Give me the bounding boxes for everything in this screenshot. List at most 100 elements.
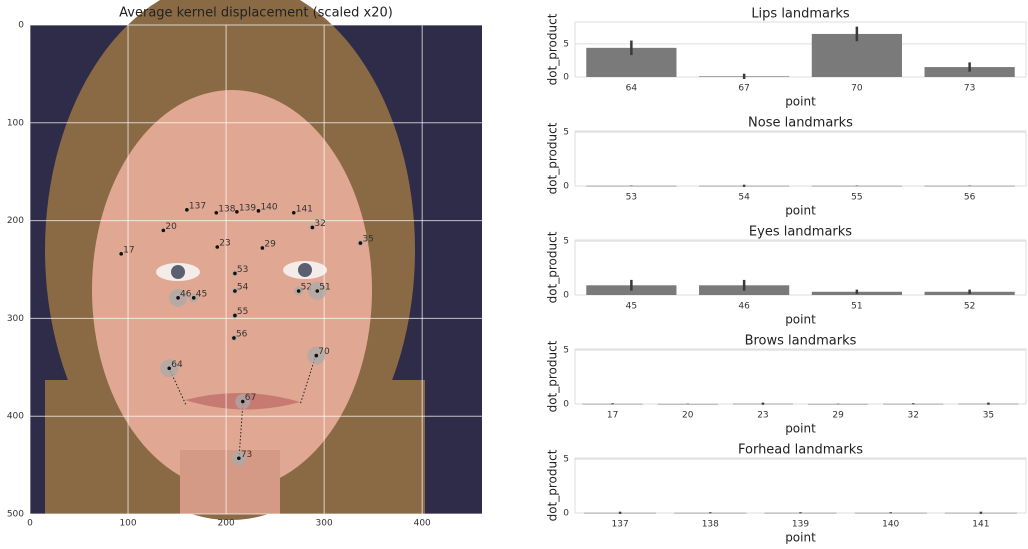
x-tick-label: 400 xyxy=(414,519,431,529)
landmark-label: 67 xyxy=(245,393,256,403)
y-tick-label: 0 xyxy=(563,400,569,410)
landmark-point xyxy=(260,246,265,250)
x-tick-label: 140 xyxy=(882,520,899,530)
landmark-point xyxy=(233,313,237,318)
y-tick-label: 5 xyxy=(563,39,569,49)
landmark-label: 52 xyxy=(301,283,312,293)
x-tick-label: 56 xyxy=(964,193,976,203)
bar xyxy=(811,185,902,187)
x-tick-label: 64 xyxy=(626,84,638,94)
landmark-point xyxy=(215,245,220,249)
landmark-label: 46 xyxy=(180,289,192,299)
y-axis-label: dot_product xyxy=(546,340,560,412)
landmark-label: 56 xyxy=(236,329,248,339)
x-axis-label: point xyxy=(785,313,816,327)
landmark-point xyxy=(233,289,237,293)
x-tick-label: 54 xyxy=(738,193,750,203)
landmark-point xyxy=(315,289,320,293)
x-tick-label: 67 xyxy=(738,84,749,94)
chart-title: Brows landmarks xyxy=(745,334,857,349)
displacement-lines xyxy=(168,354,317,459)
x-tick-label: 29 xyxy=(832,411,844,421)
landmark-point xyxy=(314,353,319,358)
landmark-point xyxy=(191,296,196,300)
y-tick-label: 0 xyxy=(563,182,569,192)
landmark-label: 29 xyxy=(264,239,276,249)
landmark-point xyxy=(310,225,315,230)
landmark-point xyxy=(291,210,296,215)
landmark-label: 141 xyxy=(296,204,313,214)
y-axis-label: dot_product xyxy=(546,231,560,303)
y-axis-label: dot_product xyxy=(546,449,560,521)
landmark-label: 139 xyxy=(239,203,256,213)
y-tick-label: 0 xyxy=(563,291,569,301)
landmark-label: 70 xyxy=(318,347,330,357)
landmark-label: 55 xyxy=(237,307,248,317)
photo xyxy=(30,0,482,520)
landmark-point xyxy=(161,228,166,233)
x-tick-label: 137 xyxy=(612,520,629,530)
x-tick-label: 20 xyxy=(682,411,694,421)
x-tick-label: 55 xyxy=(851,193,862,203)
landmark-point xyxy=(296,289,301,293)
landmark-label: 138 xyxy=(218,204,235,214)
landmark-point xyxy=(185,208,189,212)
landmark-point xyxy=(237,456,241,461)
y-axis-label: dot_product xyxy=(546,122,560,194)
x-tick-label: 46 xyxy=(738,302,750,312)
landmark-label: 45 xyxy=(196,289,207,299)
landmark-label: 64 xyxy=(171,360,183,370)
landmark-label: 140 xyxy=(260,202,277,212)
y-tick-label: 5 xyxy=(563,128,569,138)
y-axis-label: dot_product xyxy=(546,13,560,85)
x-tick-label: 35 xyxy=(983,411,994,421)
landmark-label: 73 xyxy=(241,450,252,460)
x-tick-label: 52 xyxy=(964,302,975,312)
y-tick-label: 200 xyxy=(7,216,24,226)
landmark-label: 35 xyxy=(362,235,373,245)
x-axis-label: point xyxy=(785,422,816,436)
y-tick-label: 5 xyxy=(563,237,569,247)
bar xyxy=(924,67,1015,77)
x-tick-label: 139 xyxy=(792,520,809,530)
landmark-label: 23 xyxy=(219,239,230,249)
chart-title: Eyes landmarks xyxy=(749,225,852,240)
y-tick-label: 100 xyxy=(7,118,24,128)
landmark-point xyxy=(167,366,172,371)
x-tick-label: 300 xyxy=(316,519,333,529)
x-tick-label: 45 xyxy=(626,302,637,312)
landmark-label: 17 xyxy=(123,245,134,255)
x-tick-label: 100 xyxy=(119,519,136,529)
y-tick-label: 5 xyxy=(563,455,569,465)
landmark-label: 54 xyxy=(237,283,249,293)
landmark-point xyxy=(235,209,239,214)
y-tick-label: 400 xyxy=(7,412,24,422)
x-tick-label: 17 xyxy=(607,411,618,421)
x-tick-label: 200 xyxy=(218,519,235,529)
chart-title: Forhead landmarks xyxy=(738,443,863,458)
y-tick-label: 0 xyxy=(18,21,24,31)
y-tick-label: 0 xyxy=(563,73,569,83)
x-axis-label: point xyxy=(785,95,816,109)
bar xyxy=(586,185,677,187)
landmark-point xyxy=(233,271,237,276)
y-tick-label: 5 xyxy=(563,346,569,356)
landmark-point xyxy=(256,209,261,213)
x-tick-label: 70 xyxy=(851,84,863,94)
landmark-point xyxy=(176,296,180,300)
landmark-point xyxy=(232,336,236,340)
x-axis-label: point xyxy=(785,204,816,218)
x-tick-label: 23 xyxy=(757,411,768,421)
bar xyxy=(657,403,718,405)
landmark-label: 32 xyxy=(314,219,325,229)
y-tick-label: 0 xyxy=(563,509,569,519)
landmark-label: 137 xyxy=(189,201,206,211)
chart-title: Nose landmarks xyxy=(748,116,853,131)
x-tick-label: 53 xyxy=(626,193,637,203)
x-tick-label: 138 xyxy=(702,520,719,530)
landmark-label: 53 xyxy=(237,265,248,275)
y-tick-label: 300 xyxy=(7,314,24,324)
landmark-label: 20 xyxy=(165,222,177,232)
x-tick-label: 51 xyxy=(851,302,862,312)
landmark-point xyxy=(119,252,123,256)
